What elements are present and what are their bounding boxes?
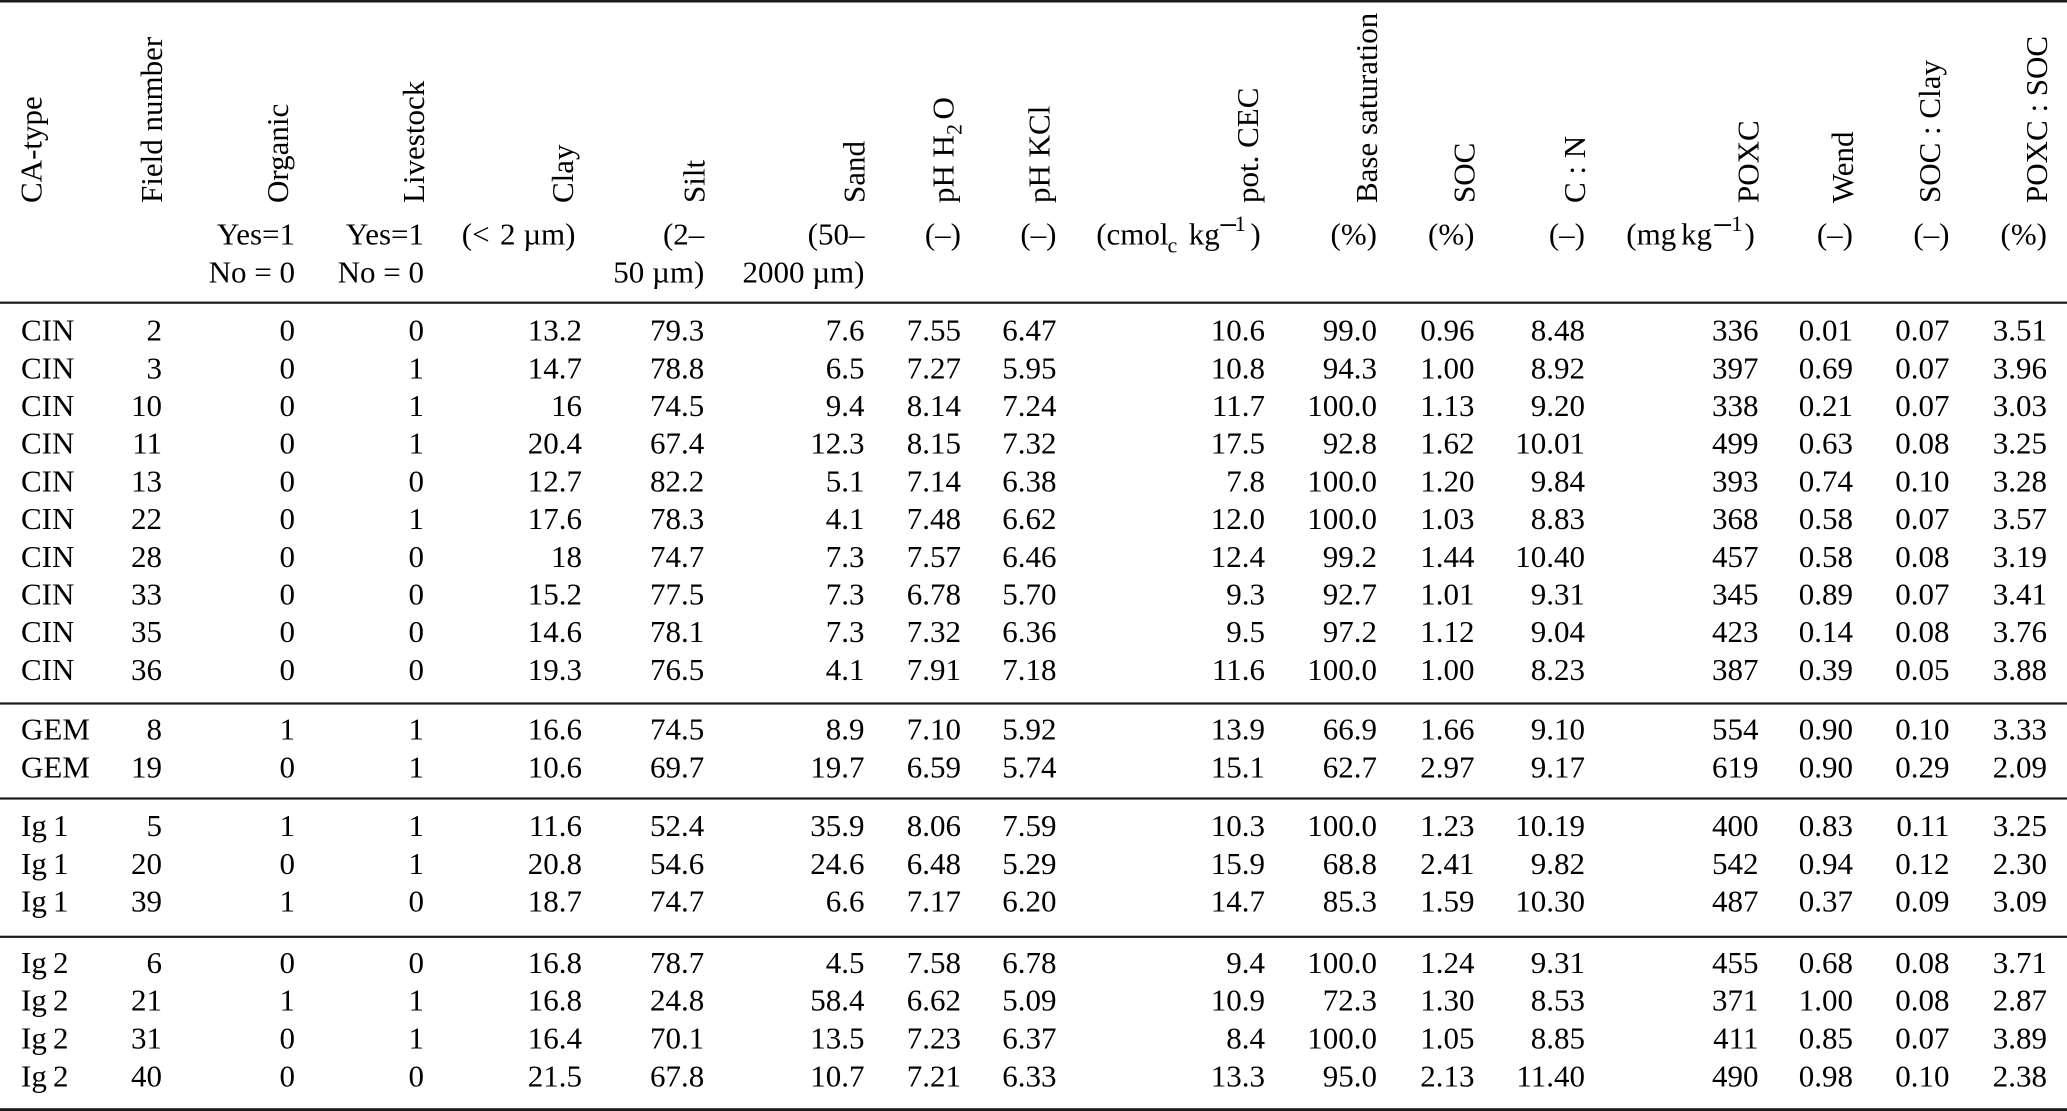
svg-text:No = 0No = 050 µm)2000 µm): No = 0 No = 0 50 µm) 2000 µm): [209, 255, 865, 290]
svg-text:CA-type: CA-type: [14, 96, 49, 203]
svg-text:Sand: Sand: [837, 141, 872, 204]
svg-text:Silt: Silt: [676, 160, 711, 203]
svg-text:pot. CEC: pot. CEC: [1230, 88, 1265, 203]
svg-text:Wend: Wend: [1825, 131, 1860, 203]
svg-text:Field number: Field number: [134, 36, 169, 203]
svg-text:Organic: Organic: [260, 104, 295, 203]
svg-text:C : N: C : N: [1557, 136, 1592, 203]
svg-text:pH H2O: pH H2O: [926, 97, 967, 203]
svg-text:Clay: Clay: [545, 144, 580, 203]
svg-text:pH KCl: pH KCl: [1022, 106, 1057, 203]
svg-text:Base saturation: Base saturation: [1349, 12, 1384, 203]
svg-text:SOC : Clay: SOC : Clay: [1912, 60, 1947, 203]
svg-text:POXC : SOC: POXC : SOC: [2019, 36, 2054, 203]
svg-text:SOC: SOC: [1447, 143, 1482, 203]
svg-text:POXC: POXC: [1731, 120, 1766, 203]
svg-text:Livestock: Livestock: [396, 80, 431, 203]
